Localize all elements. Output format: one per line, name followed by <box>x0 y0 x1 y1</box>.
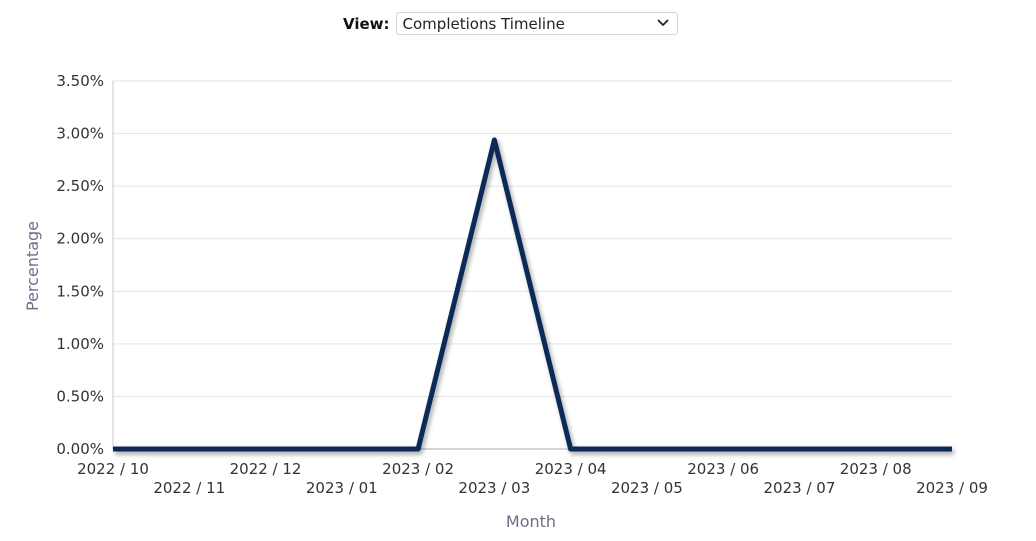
chevron-down-icon <box>657 19 668 26</box>
y-axis-ticks: 0.00% 0.50% 1.00% 1.50% 2.00% 2.50% 3.00% 3.50% <box>56 72 104 458</box>
y-tick-label: 3.00% <box>56 125 104 143</box>
y-axis-title: Percentage <box>23 221 42 311</box>
y-tick-label: 2.00% <box>56 230 104 248</box>
x-tick-label: 2023 / 04 <box>535 460 607 478</box>
y-tick-label: 2.50% <box>56 177 104 195</box>
x-axis-title: Month <box>506 512 556 531</box>
x-tick-label: 2023 / 01 <box>306 479 378 497</box>
axes <box>112 81 952 450</box>
series-line <box>113 137 952 452</box>
x-tick-label: 2022 / 10 <box>77 460 149 478</box>
y-tick-label: 0.00% <box>56 440 104 458</box>
y-tick-label: 3.50% <box>56 72 104 90</box>
y-tick-label: 1.00% <box>56 335 104 353</box>
y-tick-label: 1.50% <box>56 282 104 300</box>
view-dropdown[interactable]: Completions Timeline <box>395 12 678 35</box>
x-tick-label: 2022 / 11 <box>153 479 225 497</box>
view-label: View: <box>343 14 390 33</box>
gridlines <box>113 80 952 397</box>
x-tick-label: 2022 / 12 <box>230 460 302 478</box>
x-tick-label: 2023 / 09 <box>916 479 988 497</box>
y-tick-label: 0.50% <box>56 387 104 405</box>
series <box>113 137 952 452</box>
x-tick-label: 2023 / 03 <box>458 479 530 497</box>
view-dropdown-value: Completions Timeline <box>402 14 565 33</box>
x-tick-label: 2023 / 08 <box>840 460 912 478</box>
view-selector-bar: View: Completions Timeline <box>343 11 678 36</box>
x-tick-label: 2023 / 06 <box>687 460 759 478</box>
x-tick-label: 2023 / 05 <box>611 479 683 497</box>
x-tick-label: 2023 / 02 <box>382 460 454 478</box>
x-tick-label: 2023 / 07 <box>764 479 836 497</box>
